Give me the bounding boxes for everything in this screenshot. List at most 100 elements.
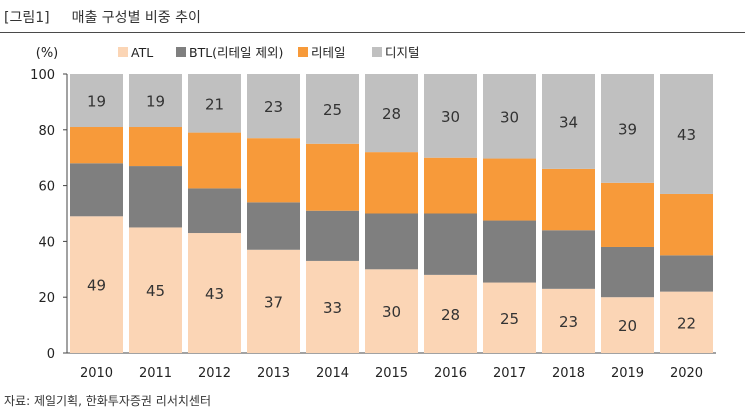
bar-segment bbox=[660, 291, 713, 353]
bar-segment bbox=[424, 157, 477, 214]
legend-label: BTL(리테일 제외) bbox=[189, 45, 283, 60]
legend-swatch bbox=[298, 47, 308, 57]
legend-swatch bbox=[372, 47, 382, 57]
data-label: 19 bbox=[87, 93, 106, 111]
bar-segment bbox=[542, 74, 595, 169]
data-label: 33 bbox=[323, 299, 342, 317]
data-labels: 49 19 45 19 43 21 37 23 33 25 30 28 28 30 25 30 23 34 20 39… bbox=[87, 93, 696, 336]
y-unit-label: (%) bbox=[36, 46, 59, 61]
bar-segment bbox=[70, 74, 123, 128]
y-tick-label: 100 bbox=[30, 68, 55, 83]
x-tick-label: 2014 bbox=[316, 366, 349, 381]
bar-segment bbox=[306, 143, 359, 211]
x-tick-label: 2020 bbox=[670, 366, 703, 381]
bar-segment bbox=[365, 213, 418, 270]
legend-label: 리테일 bbox=[311, 45, 346, 60]
x-tick-label: 2012 bbox=[198, 366, 231, 381]
y-tick-label: 60 bbox=[38, 180, 55, 195]
data-label: 30 bbox=[382, 303, 401, 321]
bar-segment bbox=[247, 249, 300, 353]
bar-segment bbox=[129, 166, 182, 228]
y-tick-label: 0 bbox=[47, 347, 55, 362]
bar-segment bbox=[483, 282, 536, 353]
data-label: 25 bbox=[323, 101, 342, 119]
bar-segment bbox=[70, 163, 123, 217]
data-label: 19 bbox=[146, 93, 165, 111]
bars bbox=[70, 74, 713, 353]
data-label: 43 bbox=[205, 285, 224, 303]
bar-segment bbox=[129, 127, 182, 167]
bar-segment bbox=[483, 158, 536, 221]
x-tick-label: 2015 bbox=[375, 366, 408, 381]
x-tick-label: 2019 bbox=[611, 366, 644, 381]
data-label: 28 bbox=[382, 105, 401, 123]
bar-segment bbox=[306, 74, 359, 144]
bar-segment bbox=[601, 246, 654, 298]
legend-swatch bbox=[176, 47, 186, 57]
source-note: 자료: 제일기획, 한화투자증권 리서치센터 bbox=[4, 394, 211, 408]
x-tick-label: 2017 bbox=[493, 366, 526, 381]
bar-segment bbox=[365, 269, 418, 353]
axes: 0 20 40 60 80 100 (%) 2010 2011 2012 2013 2014 2015 2… bbox=[30, 46, 716, 381]
x-tick-label: 2011 bbox=[139, 366, 172, 381]
data-label: 39 bbox=[618, 120, 637, 138]
data-label: 25 bbox=[500, 310, 519, 328]
bar-segment bbox=[601, 74, 654, 183]
figure-header: [그림1] 매출 구성별 비중 추이 bbox=[4, 4, 201, 30]
data-label: 37 bbox=[264, 293, 283, 311]
data-label: 45 bbox=[146, 282, 165, 300]
figure-title: 매출 구성별 비중 추이 bbox=[71, 10, 201, 26]
legend-swatch bbox=[118, 47, 128, 57]
data-label: 20 bbox=[618, 317, 637, 335]
data-label: 22 bbox=[677, 314, 696, 332]
data-label: 21 bbox=[205, 95, 224, 113]
bar-segment bbox=[306, 210, 359, 261]
x-tick-label: 2013 bbox=[257, 366, 290, 381]
bar-segment bbox=[70, 127, 123, 164]
bar-segment bbox=[129, 74, 182, 128]
bar-segment bbox=[424, 213, 477, 275]
legend-label: ATL bbox=[131, 45, 153, 60]
bar-segment bbox=[542, 168, 595, 231]
bar-segment bbox=[483, 220, 536, 283]
bar-segment bbox=[306, 260, 359, 353]
y-tick-label: 20 bbox=[38, 291, 55, 306]
data-label: 30 bbox=[500, 108, 519, 126]
bar-segment bbox=[601, 297, 654, 353]
header-rule bbox=[0, 32, 745, 33]
legend: ATL BTL(리테일 제외) 리테일 디지털 bbox=[118, 45, 420, 60]
bar-segment bbox=[365, 74, 418, 153]
legend-label: 디지털 bbox=[385, 45, 420, 60]
data-label: 49 bbox=[87, 277, 106, 295]
bar-segment bbox=[247, 202, 300, 250]
x-tick-label: 2010 bbox=[80, 366, 113, 381]
data-label: 28 bbox=[441, 306, 460, 324]
bar-segment bbox=[188, 132, 241, 189]
bar-segment bbox=[129, 227, 182, 353]
data-label: 23 bbox=[559, 313, 578, 331]
bar-segment bbox=[660, 255, 713, 292]
x-tick-label: 2016 bbox=[434, 366, 467, 381]
data-label: 34 bbox=[559, 113, 578, 131]
bar-segment bbox=[601, 182, 654, 247]
bar-segment bbox=[247, 74, 300, 139]
y-tick-label: 80 bbox=[38, 124, 55, 139]
bar-segment bbox=[188, 188, 241, 234]
bar-segment bbox=[542, 230, 595, 289]
bar-segment bbox=[365, 152, 418, 214]
bar-segment bbox=[247, 138, 300, 203]
bar-segment bbox=[424, 74, 477, 158]
data-label: 43 bbox=[677, 126, 696, 144]
bar-segment bbox=[483, 74, 536, 159]
figure-number: [그림1] bbox=[4, 10, 50, 26]
y-tick-label: 40 bbox=[38, 235, 55, 250]
stacked-bar-chart: 0 20 40 60 80 100 (%) 2010 2011 2012 2013 2014 2015 2… bbox=[30, 45, 716, 381]
bar-segment bbox=[424, 274, 477, 353]
bar-segment bbox=[542, 288, 595, 353]
bar-segment bbox=[188, 74, 241, 133]
bar-segment bbox=[660, 74, 713, 194]
bar-segment bbox=[70, 216, 123, 353]
x-tick-label: 2018 bbox=[552, 366, 585, 381]
bar-segment bbox=[188, 233, 241, 353]
data-label: 30 bbox=[441, 108, 460, 126]
